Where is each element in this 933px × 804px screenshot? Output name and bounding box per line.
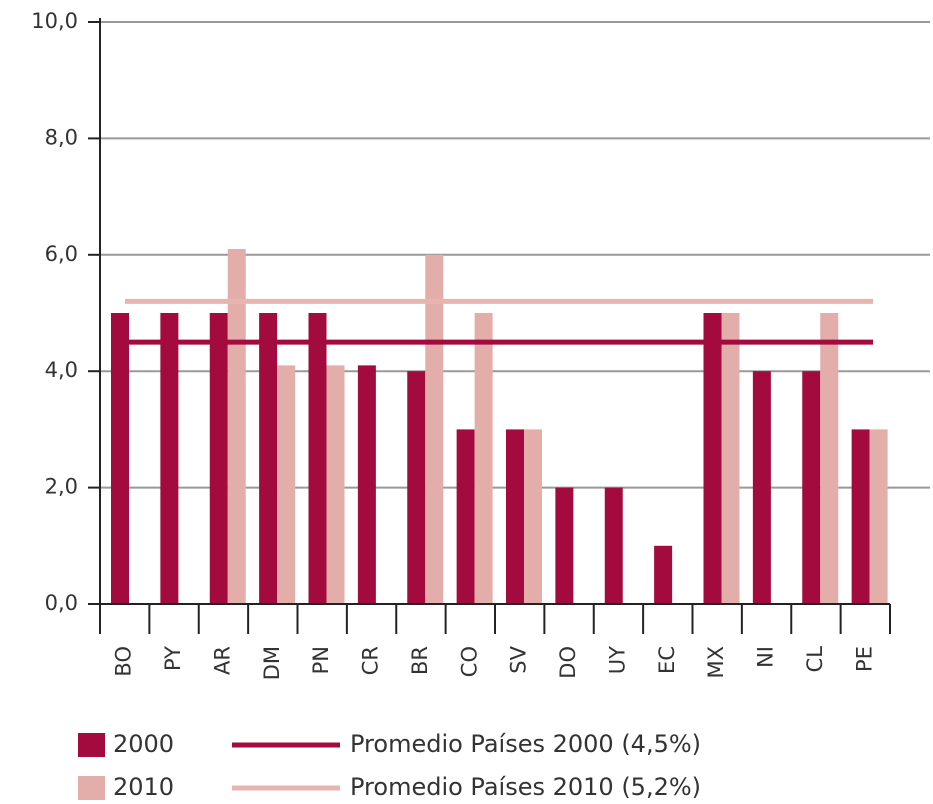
x-tick-label: DO	[556, 646, 580, 679]
x-tick-label: CL	[803, 646, 827, 673]
bar	[308, 313, 327, 604]
legend-label: Promedio Países 2010 (5,2%)	[350, 773, 701, 801]
x-tick-label: PN	[309, 646, 333, 674]
bar	[851, 429, 870, 604]
legend-swatch	[78, 733, 105, 757]
bar	[160, 313, 179, 604]
bar	[326, 365, 345, 604]
bar	[259, 313, 278, 604]
bar	[820, 313, 839, 604]
bar	[721, 313, 740, 604]
x-tick-label: PE	[852, 646, 876, 672]
bar	[604, 487, 623, 604]
legend-swatch	[78, 776, 105, 800]
legend-label: Promedio Países 2000 (4,5%)	[350, 730, 701, 758]
bar	[474, 313, 493, 604]
bar	[869, 429, 888, 604]
x-tick-label: PY	[161, 646, 185, 671]
y-tick-label: 10,0	[31, 9, 78, 33]
bar	[456, 429, 475, 604]
bar	[357, 365, 376, 604]
bar	[703, 313, 722, 604]
bar	[407, 371, 426, 604]
x-tick-label: NI	[754, 646, 778, 668]
bar	[425, 254, 444, 605]
bar	[524, 429, 542, 604]
x-tick-label: SV	[507, 645, 531, 673]
bar	[209, 313, 228, 604]
bar	[752, 371, 771, 604]
bar	[654, 545, 673, 604]
y-tick-label: 6,0	[45, 242, 78, 266]
y-tick-label: 0,0	[45, 591, 78, 615]
x-tick-label: CR	[359, 646, 383, 675]
x-tick-label: CO	[457, 646, 481, 677]
x-tick-label: BR	[408, 646, 432, 675]
bar	[227, 248, 246, 605]
legend-label: 2000	[113, 730, 174, 758]
bar	[111, 313, 129, 604]
y-tick-label: 2,0	[45, 475, 78, 499]
x-tick-label: AR	[210, 646, 234, 675]
legend-label: 2010	[113, 773, 174, 801]
x-tick-label: UY	[605, 646, 629, 674]
x-tick-label: EC	[655, 646, 679, 674]
x-tick-label: BO	[112, 646, 136, 677]
bar	[506, 429, 524, 604]
y-tick-label: 4,0	[45, 358, 78, 382]
y-tick-label: 8,0	[45, 125, 78, 149]
x-tick-label: DM	[260, 646, 284, 680]
bar	[555, 487, 574, 604]
bar	[802, 371, 821, 604]
bar	[277, 365, 296, 604]
x-tick-label: MX	[704, 646, 728, 679]
